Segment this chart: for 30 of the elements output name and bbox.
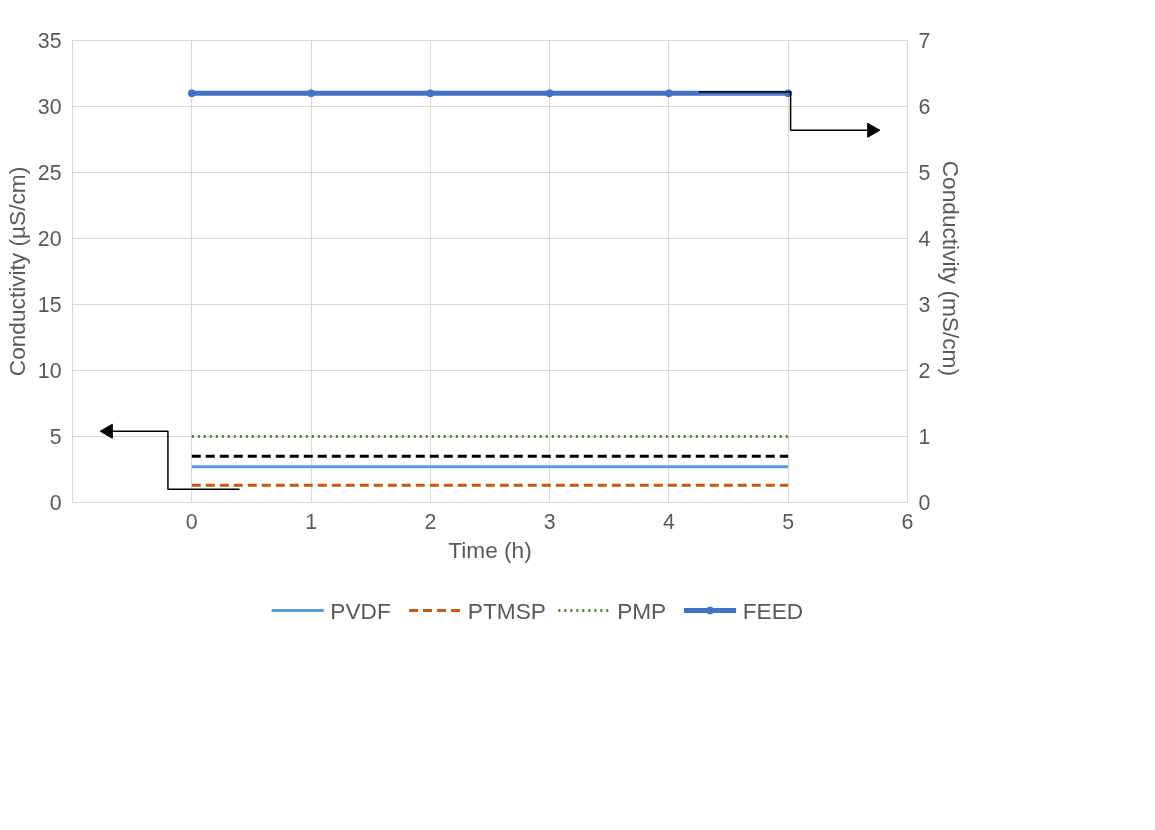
legend-label: FEED	[742, 597, 804, 624]
x-tick-label: 2	[424, 509, 437, 534]
x-tick-label: 1	[305, 509, 318, 534]
y-tick-label: 25	[37, 161, 62, 185]
x-tick-label: 5	[782, 509, 795, 534]
y-tick-label: 5	[49, 425, 62, 449]
y-tick-label: 30	[37, 95, 62, 119]
y2-tick-label: 3	[918, 293, 931, 317]
y2-tick-label: 2	[918, 359, 931, 383]
y-axis-title: Conductivity (µS/cm)	[3, 166, 30, 377]
legend-label: PTMSP	[467, 597, 546, 624]
y2-tick-label: 5	[918, 161, 931, 185]
legend-label: PVDF	[330, 597, 391, 624]
y2-tick-label: 7	[918, 29, 931, 53]
y2-axis-title: Conductivity (mS/cm)	[938, 160, 965, 376]
y2-tick-label: 6	[918, 95, 931, 119]
x-tick-label: 6	[901, 509, 914, 534]
y2-tick-label: 4	[918, 227, 931, 251]
x-tick-label: 4	[663, 509, 675, 534]
y2-tick-label: 1	[918, 425, 931, 449]
y2-tick-label: 0	[918, 491, 931, 515]
legend-label: PMP	[617, 597, 667, 624]
y-tick-label: 10	[37, 359, 62, 383]
x-axis-title: Time (h)	[448, 536, 532, 563]
y-tick-label: 20	[37, 227, 62, 251]
y-tick-label: 35	[37, 29, 62, 53]
x-tick-label: 0	[185, 509, 198, 534]
y-tick-label: 0	[49, 491, 62, 515]
x-tick-label: 3	[543, 509, 556, 534]
y-tick-label: 15	[37, 293, 62, 317]
